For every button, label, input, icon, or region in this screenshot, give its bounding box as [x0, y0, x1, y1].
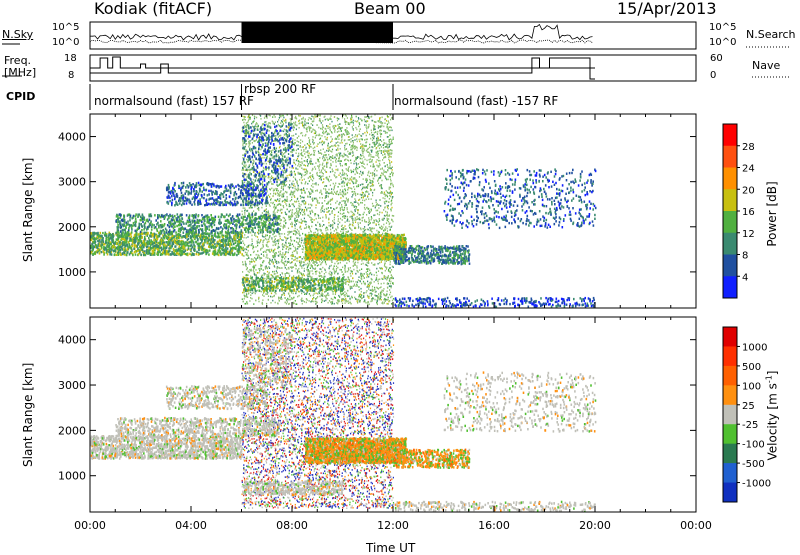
x-tick-label: 20:00: [579, 519, 611, 532]
x-tick-label: 08:00: [276, 519, 308, 532]
colorbar-segment-1: [723, 463, 737, 483]
y-tick-label: 3000: [58, 176, 86, 189]
colorbar-tick-label: 24: [742, 164, 755, 175]
y-tick-label: 1000: [58, 470, 86, 483]
colorbar-tick-label: -1000: [742, 479, 771, 490]
range-panel-velocity: [90, 317, 596, 512]
y-tick-label: 4000: [58, 334, 86, 347]
colorbar-segment-1: [723, 346, 737, 366]
y-tick-label: 2000: [58, 424, 86, 437]
colorbar-tick-label: 16: [742, 207, 755, 218]
colorbar-tick-label: 4: [742, 272, 748, 283]
colorbar-segment-0: [723, 211, 737, 233]
colorbar-tick-label: 20: [742, 185, 755, 196]
colorbar-tick-label: -500: [742, 459, 765, 470]
colorbar-tick-label: 1000: [742, 342, 767, 353]
y-tick-label: 1000: [58, 266, 86, 279]
x-tick-label: 00:00: [74, 519, 106, 532]
radar-summary-plot: Kodiak (fitACF) Beam 00 15/Apr/2013 N.Sk…: [0, 0, 800, 554]
y-tick-label: 3000: [58, 379, 86, 392]
freq-line: [90, 57, 595, 68]
colorbar-segment-1: [723, 385, 737, 405]
colorbar-segment-1: [723, 483, 737, 503]
colorbar-tick-label: 25: [742, 401, 755, 412]
colorbar-tick-label: 12: [742, 229, 755, 240]
y-tick-label: 4000: [58, 131, 86, 144]
colorbar-segment-0: [723, 146, 737, 168]
colorbar-tick-label: 500: [742, 362, 761, 373]
colorbar-tick-label: -25: [742, 420, 758, 431]
x-tick-label: 04:00: [175, 519, 207, 532]
y-tick-label: 2000: [58, 221, 86, 234]
colorbar-tick-label: 100: [742, 381, 761, 392]
x-tick-label: 12:00: [377, 519, 409, 532]
colorbar-segment-1: [723, 444, 737, 464]
colorbar-segment-0: [723, 124, 737, 146]
colorbar-segment-1: [723, 405, 737, 425]
colorbar-segment-0: [723, 189, 737, 211]
colorbar-tick-label: 28: [742, 142, 755, 153]
colorbar-segment-0: [723, 255, 737, 277]
colorbar-tick-label: 8: [742, 251, 748, 262]
plot-canvas: 1000 2000 3000 4000 4 8 12 16 20 24 28 1000 2000 3000…: [0, 0, 800, 554]
colorbar-segment-1: [723, 424, 737, 444]
colorbar-segment-0: [723, 276, 737, 298]
x-tick-label: 00:00: [680, 519, 712, 532]
colorbar-segment-1: [723, 327, 737, 347]
range-panel-power: [90, 114, 597, 308]
colorbar-segment-0: [723, 168, 737, 190]
colorbar-segment-0: [723, 233, 737, 255]
range-panel-frame-1: [90, 317, 696, 512]
colorbar-segment-1: [723, 366, 737, 386]
colorbar-tick-label: -100: [742, 440, 765, 451]
noise-rbsp-block: [242, 22, 394, 43]
x-tick-label: 16:00: [478, 519, 510, 532]
